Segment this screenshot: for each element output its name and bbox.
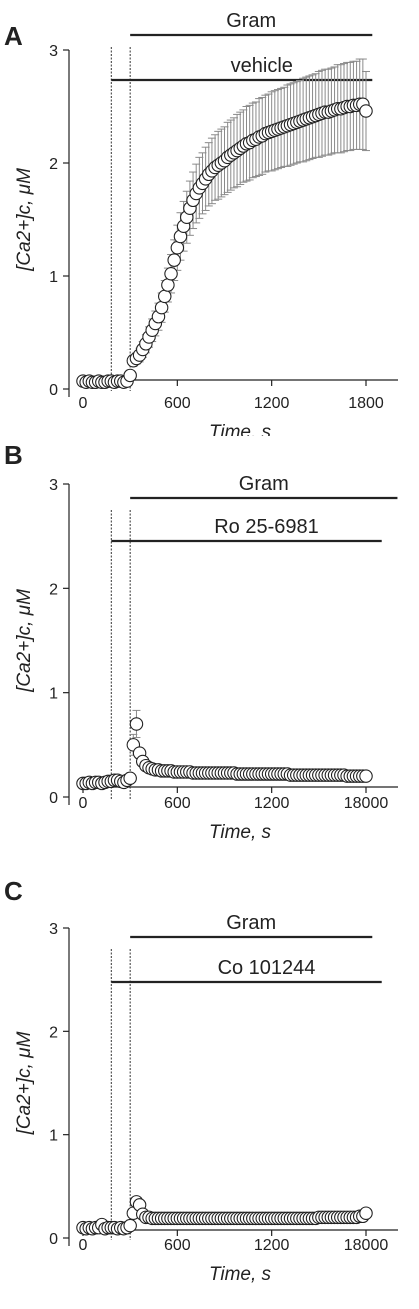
y-tick-label: 0	[49, 1231, 58, 1248]
x-tick-label: 0	[79, 795, 88, 812]
y-tick-label: 1	[49, 686, 58, 703]
treatment-label: Gram	[239, 473, 289, 495]
data-point	[123, 368, 137, 383]
treatment-label: Co 101244	[218, 957, 316, 979]
treatment-label: Ro 25-6981	[214, 516, 319, 538]
y-axis-label: [Ca2+]c, μM	[14, 1031, 35, 1135]
panel-label: C	[4, 876, 23, 906]
chart-panel-c: C 0 1 2 3 0 600 1200 18000 Time, s [Ca2+]c, μM Gram…	[4, 876, 398, 1285]
x-tick-label: 0	[79, 395, 88, 412]
x-tick-label: 1200	[254, 395, 290, 412]
y-tick-label: 3	[49, 43, 58, 60]
y-tick-label: 2	[49, 1024, 58, 1041]
data-point	[123, 771, 137, 785]
panel-label: A	[4, 21, 23, 51]
treatment-label: vehicle	[231, 55, 293, 77]
data-point	[359, 1206, 373, 1220]
y-tick-label: 1	[49, 269, 58, 286]
y-axis-label: [Ca2+]c, μM	[14, 589, 35, 693]
x-tick-label: 1800	[348, 395, 384, 412]
x-tick-label: 18000	[344, 795, 389, 812]
data-point	[158, 289, 172, 304]
x-tick-label: 600	[164, 395, 191, 412]
y-tick-label: 1	[49, 1128, 58, 1145]
x-tick-label: 0	[79, 1237, 88, 1254]
y-tick-label: 0	[49, 382, 58, 399]
data-point	[154, 300, 169, 315]
chart-panel-a: A 0 1 2 3 0 600 1200 1800 Time, s [Ca2+]c, μM Gram v…	[4, 10, 398, 436]
data-point	[359, 769, 373, 783]
chart-panel-b: B 0 1 2 3 0 600 1200 18000 Time, s [Ca2+]c, μM Gram…	[4, 440, 398, 843]
y-axis-label: [Ca2+]c, μM	[14, 168, 35, 272]
x-axis-label: Time, s	[209, 422, 272, 436]
x-axis-label: Time, s	[209, 822, 272, 843]
x-tick-label: 600	[164, 795, 191, 812]
data-point	[359, 104, 373, 118]
y-tick-label: 2	[49, 156, 58, 173]
data-point	[129, 717, 144, 731]
data-point	[170, 241, 185, 255]
x-tick-label: 1200	[254, 795, 290, 812]
panel-label: B	[4, 440, 23, 470]
y-tick-label: 2	[49, 581, 58, 598]
treatment-label: Gram	[226, 912, 276, 934]
data-point	[123, 1218, 137, 1233]
x-tick-label: 18000	[344, 1237, 389, 1254]
y-tick-label: 0	[49, 790, 58, 807]
data-point	[161, 278, 175, 292]
y-tick-label: 3	[49, 477, 58, 494]
x-axis-label: Time, s	[209, 1264, 272, 1285]
y-tick-label: 3	[49, 921, 58, 938]
x-tick-label: 600	[164, 1237, 191, 1254]
data-point	[164, 266, 178, 281]
treatment-label: Gram	[226, 10, 276, 32]
data-point	[167, 253, 181, 267]
x-tick-label: 1200	[254, 1237, 290, 1254]
